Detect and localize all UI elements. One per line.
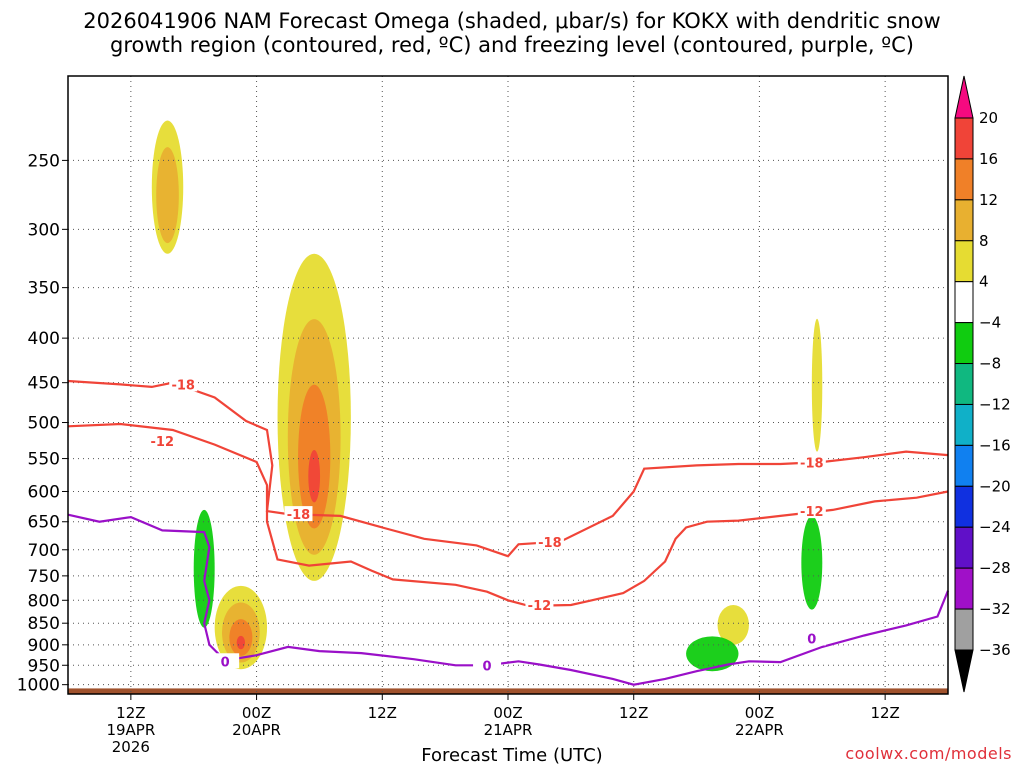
y-tick-label-300: 300 (28, 220, 60, 240)
x-tick-label-78-0: 12Z (870, 704, 899, 722)
x-tick-label-42-1: 21APR (484, 721, 533, 739)
x-tick-label-6-1: 19APR (106, 721, 155, 739)
omega-shade-6-0 (686, 636, 739, 672)
x-tick-label-66-0: 00Z (745, 704, 774, 722)
colorbar-box-0 (954, 117, 974, 160)
colorbar-label-0: 20 (979, 109, 998, 127)
contour-label-0-3: -18 (800, 457, 824, 472)
colorbar-label-12: −32 (979, 600, 1011, 618)
colorbar-label-1: 16 (979, 150, 998, 168)
y-tick-label-650: 650 (28, 513, 60, 533)
colorbar-label-2: 12 (979, 191, 998, 209)
contour-line-0 (67, 379, 949, 558)
chart-title-line-1: 2026041906 NAM Forecast Omega (shaded, μ… (83, 9, 941, 33)
y-tick-label-350: 350 (28, 279, 60, 299)
omega-shade-1-3 (308, 450, 321, 503)
credit-link[interactable]: coolwx.com/models (845, 744, 1012, 763)
contour-label-bg-2-1 (473, 657, 502, 673)
colorbar-box-10 (954, 526, 974, 569)
omega-shade-0-1 (156, 147, 179, 244)
colorbar-bottom-arrow (954, 649, 974, 693)
contour-line-2 (67, 513, 950, 686)
chart-title-line-2: growth region (contoured, red, ºC) and f… (110, 33, 914, 57)
contour-label-2-1: 0 (483, 659, 492, 674)
contour-label-bg-1-1 (525, 596, 554, 612)
omega-shade-5-0 (193, 509, 215, 628)
contour-label-0-2: -18 (538, 536, 562, 551)
y-tick-label-500: 500 (28, 414, 60, 434)
omega-shade-2-3 (236, 635, 246, 650)
contour-label-1-2: -12 (800, 505, 824, 520)
contour-label-bg-1-0 (148, 432, 177, 448)
colorbar-label-10: −24 (979, 518, 1011, 536)
omega-shade-3-0 (717, 604, 749, 645)
colorbar-label-11: −28 (979, 559, 1011, 577)
colorbar-box-6 (954, 363, 974, 405)
contour-label-bg-2-2 (797, 630, 826, 646)
colorbar-label-7: −12 (979, 395, 1011, 413)
contour-label-1-0: -12 (151, 435, 175, 450)
colorbar-label-13: −36 (979, 641, 1011, 659)
colorbar-label-3: 8 (979, 232, 989, 250)
contour-label-0-0: -18 (171, 378, 195, 393)
colorbar-box-12 (954, 608, 974, 651)
contour-label-bg-0-2 (535, 534, 564, 550)
colorbar-box-7 (954, 403, 974, 446)
y-tick-label-250: 250 (28, 151, 60, 171)
colorbar-box-4 (954, 281, 974, 324)
x-tick-label-6-2: 2026 (112, 738, 150, 756)
x-tick-label-18-0: 00Z (242, 704, 271, 722)
y-tick-label-400: 400 (28, 329, 60, 349)
colorbar-box-11 (954, 567, 974, 610)
y-tick-label-750: 750 (28, 567, 60, 587)
contour-label-1-1: -12 (528, 599, 552, 614)
y-tick-label-900: 900 (28, 636, 60, 656)
colorbar-label-5: −4 (979, 314, 1001, 332)
y-tick-label-550: 550 (28, 450, 60, 470)
omega-shade-7-0 (801, 515, 823, 610)
y-tick-label-600: 600 (28, 482, 60, 502)
contour-label-bg-1-2 (797, 503, 826, 519)
x-tick-label-66-1: 22APR (735, 721, 784, 739)
colorbar-box-5 (954, 322, 974, 365)
y-tick-label-1000: 1000 (17, 676, 60, 696)
x-tick-label-30-0: 12Z (368, 704, 397, 722)
colorbar-label-6: −8 (979, 355, 1001, 373)
colorbar-box-9 (954, 485, 974, 528)
colorbar-box-2 (954, 199, 974, 242)
y-tick-label-700: 700 (28, 541, 60, 561)
x-tick-label-54-0: 12Z (619, 704, 648, 722)
contour-label-bg-0-3 (797, 454, 826, 470)
contour-label-bg-2-0 (211, 653, 240, 669)
x-tick-label-18-1: 20APR (232, 721, 281, 739)
y-tick-label-950: 950 (28, 656, 60, 676)
colorbar-label-9: −20 (979, 477, 1011, 495)
x-axis-title: Forecast Time (UTC) (421, 745, 603, 766)
omega-shade-4-0 (811, 318, 823, 452)
colorbar-box-3 (954, 240, 974, 283)
contour-label-2-0: 0 (221, 655, 230, 670)
colorbar-box-8 (954, 444, 974, 487)
colorbar-top-arrow (954, 75, 974, 119)
y-tick-label-850: 850 (28, 614, 60, 634)
colorbar-box-1 (954, 158, 974, 201)
colorbar-label-4: 4 (979, 273, 989, 291)
y-tick-label-800: 800 (28, 591, 60, 611)
contour-label-bg-0-0 (169, 376, 198, 392)
colorbar-label-8: −16 (979, 436, 1011, 454)
y-tick-label-450: 450 (28, 374, 60, 394)
contour-label-bg-0-1 (284, 506, 313, 522)
x-tick-label-42-0: 00Z (493, 704, 522, 722)
x-tick-label-6-0: 12Z (116, 704, 145, 722)
contour-label-2-2: 0 (807, 632, 816, 647)
contour-label-0-1: -18 (287, 508, 311, 523)
